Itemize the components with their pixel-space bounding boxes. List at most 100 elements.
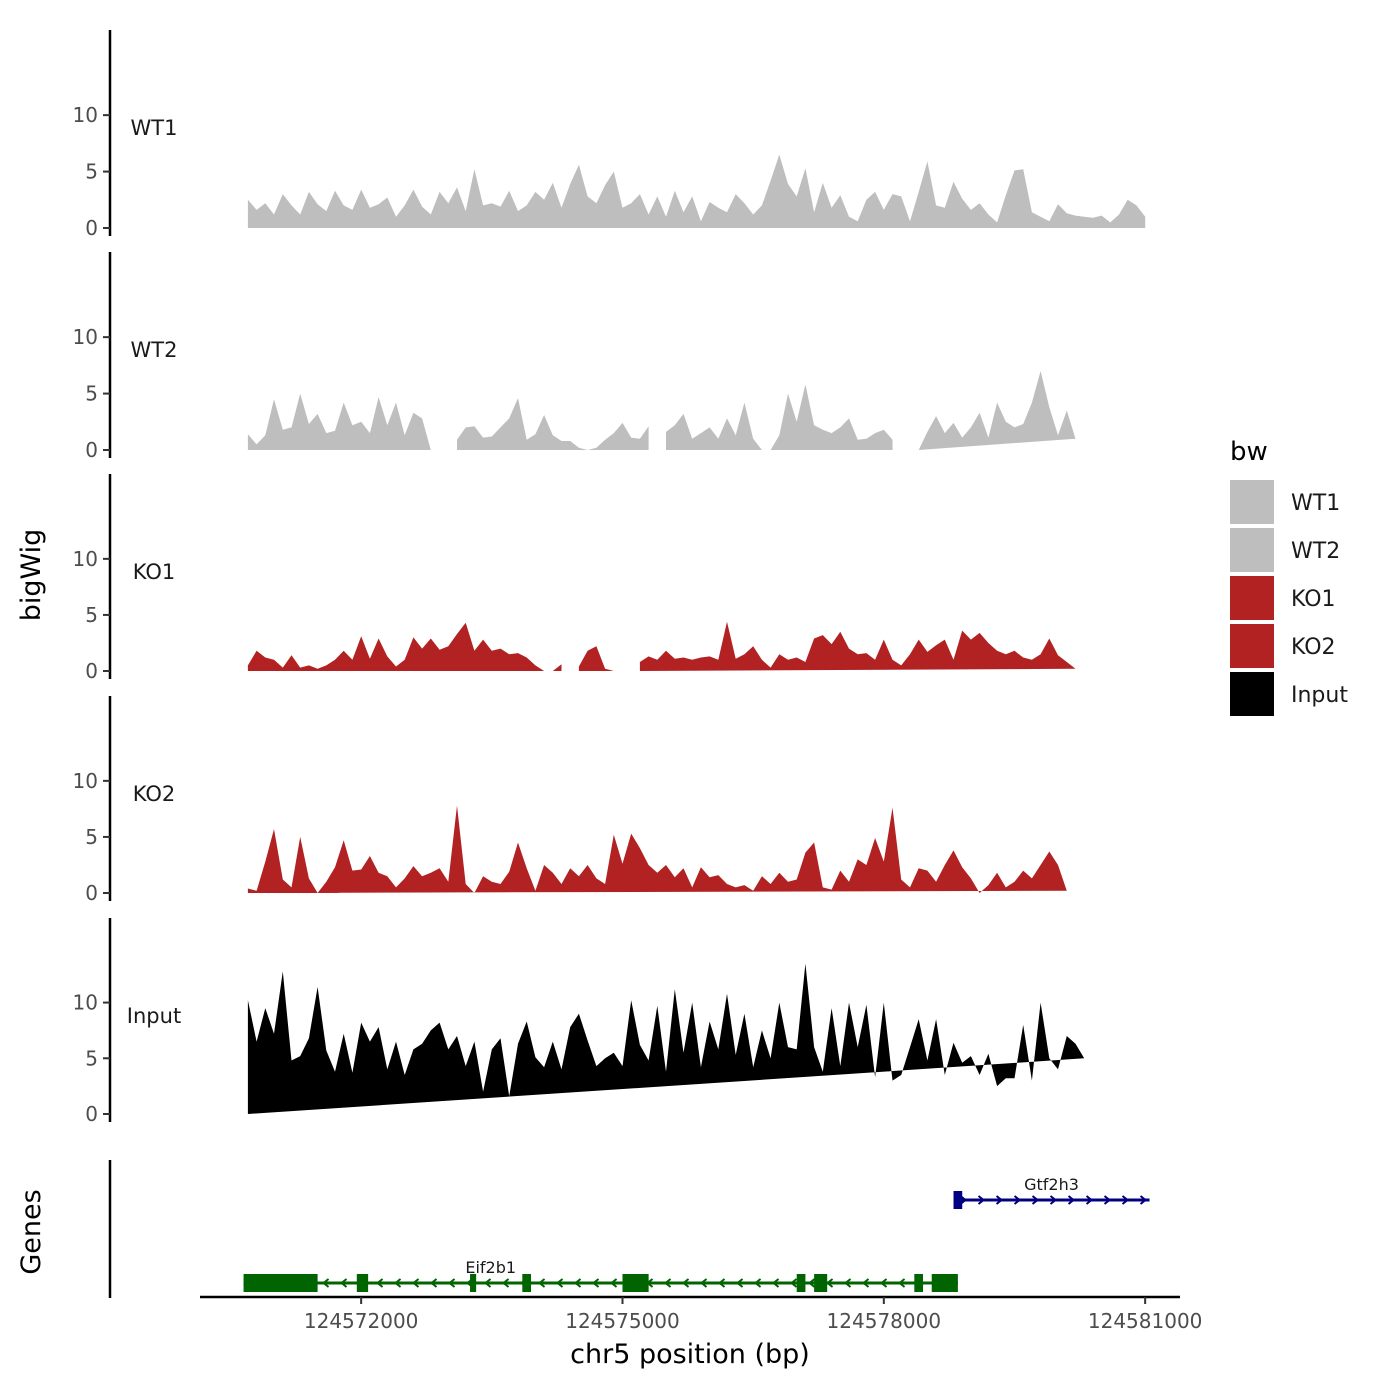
legend-swatch-wt2 — [1230, 528, 1274, 572]
strand-arrow — [591, 1278, 600, 1288]
coverage-area-ko1 — [639, 621, 1076, 671]
x-axis: 124572000 124575000 124578000 124581000 — [200, 1295, 1203, 1333]
legend-label-ko1: KO1 — [1291, 587, 1336, 612]
y-tick-label: 5 — [85, 160, 98, 184]
x-tick-label: 124578000 — [827, 1309, 942, 1333]
coverage-area-wt2 — [918, 371, 1076, 450]
coverage-area-wt2 — [247, 393, 431, 450]
exon — [796, 1274, 806, 1292]
strand-arrow — [807, 1278, 816, 1288]
y-tick-label: 10 — [73, 103, 98, 127]
y-axis-title: bigWig — [16, 529, 47, 622]
exon — [522, 1274, 532, 1292]
gene-gtf2h3: Gtf2h3 — [953, 1175, 1150, 1209]
y-tick-label: 5 — [85, 1046, 98, 1070]
x-tick-label: 124581000 — [1088, 1309, 1203, 1333]
strand-arrow — [977, 1195, 986, 1205]
strand-arrow — [375, 1278, 384, 1288]
strand-arrow — [1121, 1195, 1130, 1205]
strand-arrow — [573, 1278, 582, 1288]
exon — [931, 1274, 958, 1292]
strand-arrow — [537, 1278, 546, 1288]
track-label: KO2 — [133, 782, 176, 806]
strand-arrow — [897, 1278, 906, 1288]
y-tick-label: 0 — [85, 659, 98, 683]
track-input: 0 5 10 Input — [73, 918, 1085, 1126]
gene-track: Gtf2h3 Eif2b1 — [108, 1160, 1150, 1298]
strand-arrow — [1049, 1195, 1058, 1205]
legend: bw WT1 WT2 KO1 KO2 Input — [1230, 437, 1348, 716]
y-tick-label: 10 — [73, 547, 98, 571]
y-tick-label: 0 — [85, 881, 98, 905]
gene-label: Gtf2h3 — [1024, 1175, 1079, 1194]
x-axis-title: chr5 position (bp) — [570, 1339, 810, 1370]
legend-label-wt2: WT2 — [1291, 539, 1340, 564]
legend-swatch-ko1 — [1230, 576, 1274, 620]
coverage-area-ko2 — [247, 805, 1067, 893]
exon — [243, 1274, 318, 1292]
strand-arrow — [429, 1278, 438, 1288]
strand-arrow — [735, 1278, 744, 1288]
coverage-tracks: 0 5 10 WT1 0 5 10 WT2 0 5 10 KO1 0 5 10 KO2 0 5 10 Input — [73, 30, 1146, 1126]
exon — [953, 1191, 963, 1209]
strand-arrow — [1085, 1195, 1094, 1205]
coverage-area-wt2 — [666, 384, 893, 450]
y-tick-label: 0 — [85, 216, 98, 240]
track-ko2: 0 5 10 KO2 — [73, 696, 1067, 905]
strand-arrow — [681, 1278, 690, 1288]
coverage-area-ko1 — [247, 622, 562, 671]
y-tick-label: 10 — [73, 991, 98, 1015]
genes-axis-title: Genes — [16, 1189, 47, 1274]
strand-arrow — [663, 1278, 672, 1288]
strand-arrow — [483, 1278, 492, 1288]
strand-arrow — [411, 1278, 420, 1288]
track-label: WT2 — [131, 338, 178, 362]
strand-arrow — [447, 1278, 456, 1288]
strand-arrow — [609, 1278, 618, 1288]
strand-arrow — [321, 1278, 330, 1288]
exon — [356, 1274, 369, 1292]
coverage-area-wt1 — [247, 154, 1146, 228]
gene-eif2b1: Eif2b1 — [243, 1258, 958, 1292]
exon — [814, 1274, 828, 1292]
legend-label-ko2: KO2 — [1291, 635, 1336, 660]
strand-arrow — [501, 1278, 510, 1288]
strand-arrow — [1139, 1195, 1148, 1205]
strand-arrow — [1067, 1195, 1076, 1205]
strand-arrow — [393, 1278, 402, 1288]
y-tick-label: 5 — [85, 382, 98, 406]
legend-label-wt1: WT1 — [1291, 491, 1340, 516]
track-label: Input — [127, 1004, 181, 1028]
coverage-area-input — [247, 963, 1085, 1114]
y-tick-label: 10 — [73, 769, 98, 793]
coverage-area-wt2 — [457, 398, 649, 450]
x-tick-label: 124575000 — [565, 1309, 680, 1333]
strand-arrow — [861, 1278, 870, 1288]
strand-arrow — [1031, 1195, 1040, 1205]
track-wt2: 0 5 10 WT2 — [73, 252, 1076, 462]
strand-arrow — [789, 1278, 798, 1288]
track-ko1: 0 5 10 KO1 — [73, 474, 1076, 683]
y-tick-label: 10 — [73, 325, 98, 349]
exon — [470, 1274, 477, 1292]
strand-arrow — [771, 1278, 780, 1288]
strand-arrow — [1013, 1195, 1022, 1205]
legend-swatch-wt1 — [1230, 480, 1274, 524]
legend-label-input: Input — [1291, 683, 1348, 708]
legend-title: bw — [1230, 437, 1268, 467]
y-tick-label: 0 — [85, 1102, 98, 1126]
y-tick-label: 5 — [85, 825, 98, 849]
track-label: KO1 — [133, 560, 176, 584]
strand-arrow — [339, 1278, 348, 1288]
strand-arrow — [753, 1278, 762, 1288]
exon — [622, 1274, 649, 1292]
legend-swatch-input — [1230, 672, 1274, 716]
strand-arrow — [717, 1278, 726, 1288]
x-tick-label: 124572000 — [304, 1309, 419, 1333]
strand-arrow — [995, 1195, 1004, 1205]
strand-arrow — [879, 1278, 888, 1288]
legend-swatch-ko2 — [1230, 624, 1274, 668]
y-tick-label: 0 — [85, 438, 98, 462]
strand-arrow — [825, 1278, 834, 1288]
